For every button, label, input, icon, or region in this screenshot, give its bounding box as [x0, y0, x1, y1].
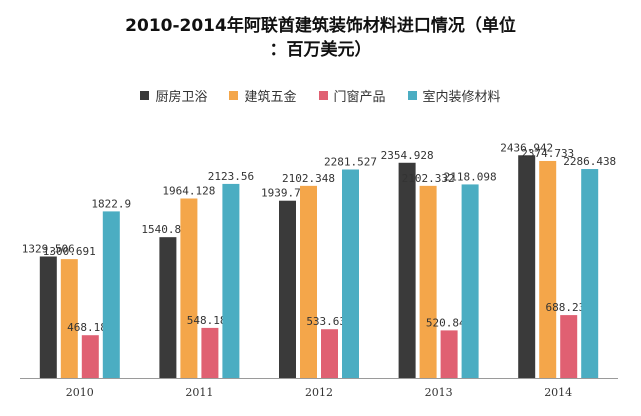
- bar-s2-2010: [81, 335, 99, 378]
- chart-legend: 厨房卫浴 建筑五金 门窗产品 室内装修材料: [0, 84, 641, 106]
- chart-title: 2010-2014年阿联酋建筑装饰材料进口情况（单位 ：百万美元）: [0, 14, 641, 62]
- bar-s1-2011: [180, 198, 198, 378]
- bar-s0-2012: [279, 200, 296, 378]
- value-label-s1-2012: 2102.348: [282, 172, 335, 185]
- bar-s2-2012: [321, 329, 338, 378]
- value-label-s1-2010: 1300.691: [43, 245, 96, 258]
- bar-s0-2011: [159, 237, 177, 378]
- legend-swatch-hardware: [229, 90, 239, 100]
- bar-s2-2013: [440, 330, 458, 378]
- value-label-s3-2014: 2286.438: [563, 155, 616, 168]
- x-tick-label-2012: 2012: [305, 386, 333, 399]
- value-label-s1-2011: 1964.128: [162, 184, 215, 197]
- bar-s0-2013: [398, 162, 416, 378]
- value-label-s3-2013: 2118.098: [444, 170, 497, 183]
- legend-swatch-interior-materials: [407, 90, 417, 100]
- value-label-s0-2014: 2436.942: [500, 141, 553, 154]
- bar-s1-2013: [419, 185, 437, 378]
- legend-item-hardware: 建筑五金: [229, 86, 297, 105]
- legend-item-kitchen-bath: 厨房卫浴: [140, 86, 207, 105]
- legend-swatch-kitchen-bath: [140, 90, 150, 100]
- bar-s1-2012: [300, 185, 317, 378]
- bar-s2-2014: [560, 315, 578, 378]
- legend-label-doors-windows: 门窗产品: [333, 89, 386, 105]
- bar-s3-2013: [461, 184, 479, 378]
- value-label-s0-2013: 2354.928: [381, 149, 434, 162]
- value-label-s2-2010: 468.189: [67, 321, 113, 334]
- value-label-s3-2010: 1822.9: [91, 197, 131, 210]
- x-tick-label-2011: 2011: [185, 386, 213, 399]
- bar-s0-2010: [39, 256, 57, 378]
- value-label-s1-2014: 2374.733: [521, 147, 574, 160]
- bar-s3-2012: [342, 169, 359, 378]
- chart-title-line-2: ：百万美元）: [269, 40, 372, 60]
- value-label-s2-2014: 688.232: [546, 301, 592, 314]
- value-label-s3-2012: 2281.527: [324, 155, 377, 168]
- legend-label-interior-materials: 室内装修材料: [422, 89, 501, 105]
- chart-title-line-1: 2010-2014年阿联酋建筑装饰材料进口情况（单位: [125, 16, 516, 36]
- value-label-s2-2011: 548.184: [187, 314, 234, 327]
- legend-item-interior-materials: 室内装修材料: [407, 86, 501, 105]
- legend-item-doors-windows: 门窗产品: [318, 86, 386, 105]
- bar-s2-2011: [201, 327, 219, 378]
- x-tick-label-2013: 2013: [425, 386, 453, 399]
- bar-s3-2014: [581, 169, 599, 378]
- value-label-s2-2013: 520.842: [426, 316, 472, 329]
- bar-s1-2010: [60, 259, 78, 378]
- bar-s3-2010: [102, 211, 120, 378]
- legend-swatch-doors-windows: [318, 90, 328, 100]
- value-label-s0-2010: 1329.506: [22, 242, 75, 255]
- legend-label-kitchen-bath: 厨房卫浴: [155, 89, 208, 105]
- x-tick-label-2010: 2010: [66, 386, 94, 399]
- bar-s3-2011: [222, 183, 240, 378]
- value-label-s3-2011: 2123.56: [208, 170, 254, 183]
- bar-s1-2014: [539, 160, 557, 378]
- bar-s0-2014: [518, 155, 536, 378]
- legend-label-hardware: 建筑五金: [244, 89, 297, 105]
- x-tick-label-2014: 2014: [544, 386, 572, 399]
- value-label-s2-2012: 533.634: [306, 315, 353, 328]
- value-label-s1-2013: 2102.332: [402, 172, 455, 185]
